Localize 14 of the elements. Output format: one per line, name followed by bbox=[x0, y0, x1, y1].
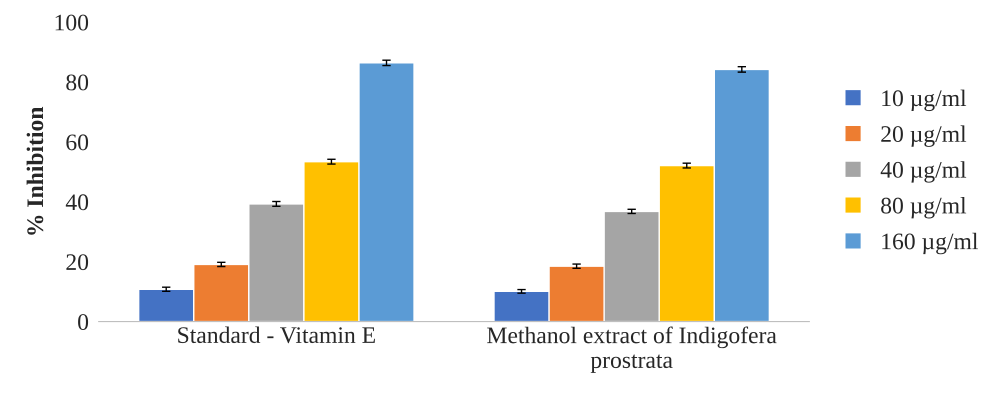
y-tick-label: 60 bbox=[66, 134, 88, 150]
legend-label: 10 µg/ml bbox=[882, 90, 966, 112]
y-axis-title: % Inhibition bbox=[26, 106, 44, 235]
legend-label: 160 µg/ml bbox=[882, 232, 978, 254]
y-tick-label: 80 bbox=[66, 74, 88, 90]
y-tick-label: 0 bbox=[78, 314, 88, 330]
legend-label: 20 µg/ml bbox=[881, 125, 966, 147]
y-tick-label: 100 bbox=[56, 14, 88, 31]
legend-label: 40 µg/ml bbox=[880, 161, 966, 183]
x-tick-label: Methanol extract of Indigofera prostrata bbox=[487, 326, 777, 373]
legend-label: 80 µg/ml bbox=[881, 196, 966, 218]
y-tick-label: 40 bbox=[66, 194, 88, 210]
x-tick-label: Standard - Vitamin E bbox=[178, 326, 375, 344]
y-tick-label: 20 bbox=[66, 254, 88, 270]
